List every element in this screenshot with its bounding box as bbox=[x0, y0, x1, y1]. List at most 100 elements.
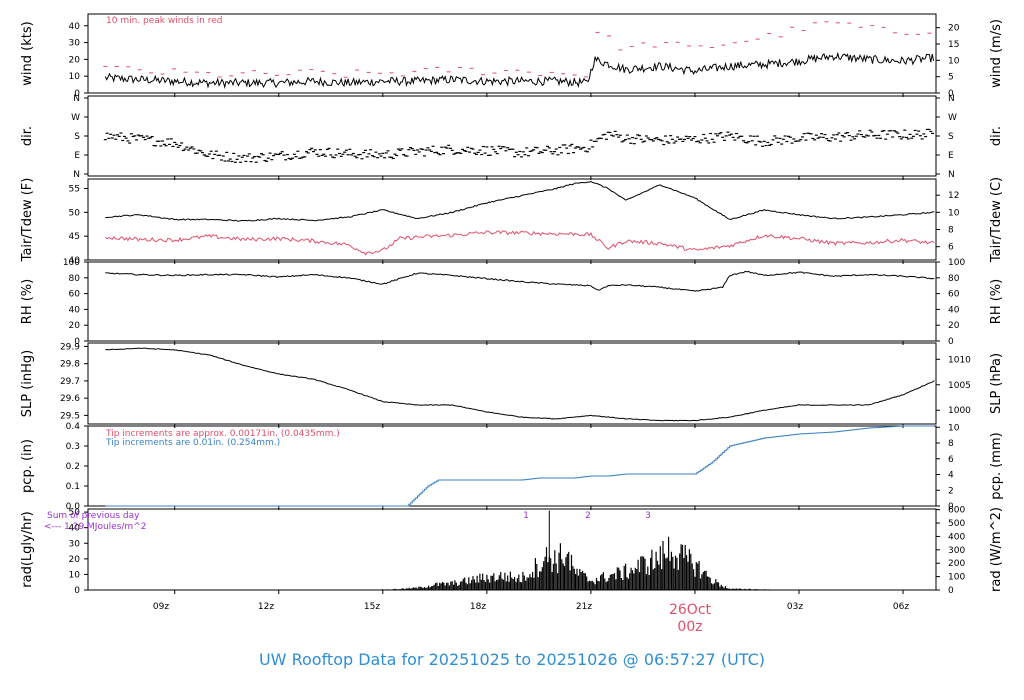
y-tick-label-right-100: 100 bbox=[948, 258, 965, 268]
y-tick-label-right-10: 10 bbox=[948, 56, 960, 66]
x-tick-label-15z: 15z bbox=[364, 602, 380, 612]
y-tick-label-left-0: 0 bbox=[74, 337, 80, 347]
y-tick-label-left-0-0: 0.0 bbox=[66, 502, 81, 512]
y-axis-title-right: Tair/Tdew (C) bbox=[989, 177, 1004, 263]
y-tick-label-left-40: 40 bbox=[69, 256, 81, 266]
y-tick-label-right-0: 0 bbox=[948, 89, 954, 99]
y-tick-label-right-0: 0 bbox=[948, 586, 954, 596]
wind-annotation: 10 min. peak winds in red bbox=[106, 16, 223, 26]
y-tick-label-left-E: E bbox=[74, 151, 80, 161]
rad-annotation-value: <--- 1.29 MJoules/m^2 bbox=[44, 522, 146, 532]
y-tick-label-left-0: 0 bbox=[74, 586, 80, 596]
y-tick-label-right-40: 40 bbox=[948, 305, 960, 315]
series-tdew-line bbox=[104, 230, 935, 256]
y-tick-label-left-0: 0 bbox=[74, 89, 80, 99]
y-tick-label-right-0: 0 bbox=[948, 502, 954, 512]
y-tick-label-right-5: 5 bbox=[948, 73, 954, 83]
series-tair-line bbox=[105, 180, 935, 222]
x-tick-label-18z: 18z bbox=[470, 602, 486, 612]
y-tick-label-right-80: 80 bbox=[948, 274, 960, 284]
radiation-panel: 010203040500100200300400500600rad(Lgly/h… bbox=[20, 506, 1004, 596]
x-tick-label-06z: 06z bbox=[893, 602, 909, 612]
y-tick-label-left-0-1: 0.1 bbox=[66, 482, 80, 492]
y-tick-label-right-200: 200 bbox=[948, 559, 965, 569]
y-tick-label-right-500: 500 bbox=[948, 519, 965, 529]
y-tick-label-left-100: 100 bbox=[63, 258, 80, 268]
y-tick-label-right-20: 20 bbox=[948, 321, 960, 331]
y-tick-label-left-10: 10 bbox=[69, 72, 81, 82]
y-tick-label-right-W: W bbox=[948, 113, 957, 123]
y-tick-label-right-8: 8 bbox=[948, 439, 954, 449]
x-tick-label-00z: 00z bbox=[677, 619, 702, 635]
y-axis-title-right: pcp. (mm) bbox=[989, 432, 1004, 499]
y-tick-label-right-1010: 1010 bbox=[948, 355, 971, 365]
x-tick-label-21z: 21z bbox=[576, 602, 592, 612]
y-axis-title-right: dir. bbox=[989, 126, 1004, 146]
pressure-panel: 29.5 29.6 29.7 29.8 29.9 1000 1005 1010 SLP (inH… bbox=[20, 342, 1004, 428]
y-tick-label-left-40: 40 bbox=[69, 305, 81, 315]
y-tick-label-left-20: 20 bbox=[69, 555, 81, 565]
y-tick-label-right-1005: 1005 bbox=[948, 381, 971, 391]
series-wind-line bbox=[104, 51, 935, 89]
y-tick-label-left-29-7: 29.7 bbox=[60, 377, 80, 387]
y-tick-label-left-60: 60 bbox=[69, 290, 81, 300]
y-tick-label-right-400: 400 bbox=[948, 532, 965, 542]
y-axis-title-left: wind (kts) bbox=[20, 21, 35, 85]
y-tick-label-left-0-2: 0.2 bbox=[66, 462, 80, 472]
y-axis-title-left: pcp. (in) bbox=[20, 439, 35, 493]
y-tick-label-left-55: 55 bbox=[69, 185, 80, 195]
y-tick-label-right-1000: 1000 bbox=[948, 406, 971, 416]
y-tick-label-left-30: 30 bbox=[69, 39, 81, 49]
y-axis-title-right: SLP (hPa) bbox=[989, 353, 1004, 414]
y-tick-label-left-80: 80 bbox=[69, 274, 81, 284]
y-tick-label-right-6: 6 bbox=[948, 455, 954, 465]
x-tick-label-09z: 09z bbox=[153, 602, 169, 612]
panel-frame bbox=[87, 13, 937, 94]
rad-marker-3: 3 bbox=[645, 511, 651, 521]
panel-frame bbox=[87, 178, 937, 261]
y-tick-label-left-0-4: 0.4 bbox=[66, 422, 81, 432]
series-rh-line bbox=[105, 270, 935, 292]
y-tick-label-left-29-6: 29.6 bbox=[60, 394, 80, 404]
y-tick-label-right-N: N bbox=[948, 170, 955, 180]
y-tick-label-right-20: 20 bbox=[948, 24, 960, 34]
y-axis-title-left: SLP (inHg) bbox=[20, 350, 35, 418]
rad-annotation-sum: Sum of previous day bbox=[47, 511, 140, 521]
y-tick-label-right-S: S bbox=[948, 132, 954, 142]
series-pcp-line bbox=[105, 425, 935, 507]
y-tick-label-right-6: 6 bbox=[948, 243, 954, 253]
y-tick-label-right-8: 8 bbox=[948, 226, 954, 236]
y-tick-label-right-12: 12 bbox=[948, 191, 959, 201]
y-axis-title-left: rad(Lgly/hr) bbox=[20, 511, 35, 587]
y-tick-label-left-29-5: 29.5 bbox=[60, 411, 80, 421]
y-tick-label-left-20: 20 bbox=[69, 55, 81, 65]
x-tick-label-03z: 03z bbox=[787, 602, 803, 612]
figure-title: UW Rooftop Data for 20251025 to 20251026… bbox=[259, 650, 765, 669]
y-tick-label-left-0-3: 0.3 bbox=[66, 442, 80, 452]
y-tick-label-right-N: N bbox=[948, 94, 955, 104]
y-tick-label-right-10: 10 bbox=[948, 208, 960, 218]
temperature-panel: 40 45 50 55 6 8 10 12 Tair/Tdew (F) Tair/Tdew (C) bbox=[20, 177, 1004, 266]
y-tick-label-right-600: 600 bbox=[948, 506, 965, 516]
y-tick-label-left-50: 50 bbox=[69, 508, 81, 518]
series-radiation-area bbox=[369, 536, 781, 590]
series-slp-line bbox=[105, 347, 935, 422]
y-tick-label-left-40: 40 bbox=[69, 524, 81, 534]
panel-frame bbox=[87, 342, 937, 425]
y-tick-label-right-60: 60 bbox=[948, 290, 960, 300]
y-tick-label-left-10: 10 bbox=[69, 570, 81, 580]
y-tick-label-left-29-9: 29.9 bbox=[60, 342, 80, 352]
y-axis-title-right: wind (m/s) bbox=[989, 19, 1004, 88]
y-tick-label-left-N: N bbox=[73, 94, 80, 104]
y-tick-label-left-30: 30 bbox=[69, 539, 81, 549]
panel-frame bbox=[87, 261, 937, 342]
precipitation-panel: 0.0 0.1 0.2 0.3 0.4 0 2 4 6 8 10 pcp. (in) pcp. (mm)… bbox=[20, 422, 1004, 512]
y-tick-label-right-100: 100 bbox=[948, 573, 965, 583]
y-tick-label-left-50: 50 bbox=[69, 208, 81, 218]
y-axis-title-left: Tair/Tdew (F) bbox=[20, 178, 35, 263]
y-axis-title-left: dir. bbox=[20, 126, 35, 146]
rad-marker-1: 1 bbox=[523, 511, 529, 521]
